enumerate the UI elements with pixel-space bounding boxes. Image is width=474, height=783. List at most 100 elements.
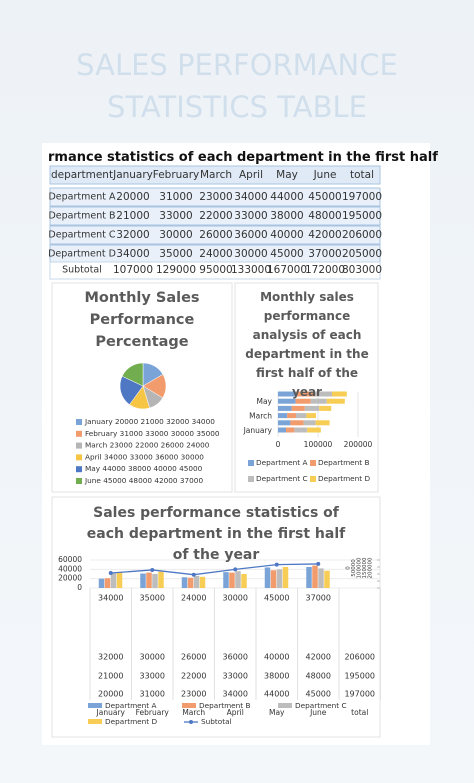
column: [187, 577, 194, 588]
table-cell: 35000: [159, 248, 192, 260]
bar-segment: [296, 391, 316, 397]
x-tick-label: 200000: [344, 440, 373, 449]
table-cell: 195000: [342, 210, 382, 222]
data-table-cell: 34000: [223, 690, 248, 699]
subtotal-point: [233, 567, 238, 572]
column: [104, 578, 111, 588]
table-cell: 32000: [116, 229, 149, 241]
column: [264, 567, 271, 588]
legend-value: 30000: [181, 452, 205, 461]
table-cell: 129000: [156, 264, 196, 276]
legend-value: 33000: [130, 452, 154, 461]
table-cell: 44000: [270, 191, 303, 203]
legend-swatch: [278, 703, 292, 708]
data-table-cell: 38000: [264, 672, 289, 681]
legend-swatch: [310, 476, 316, 482]
column: [229, 572, 235, 588]
bar-segment: [291, 405, 305, 411]
legend-label: Department B: [199, 701, 250, 710]
data-table-cell: 21000: [98, 672, 123, 681]
legend-swatch: [76, 466, 82, 473]
legend-value: 40000: [154, 464, 178, 473]
y-tick-label: 20000: [58, 574, 82, 583]
data-table-cell: 37000: [306, 594, 331, 603]
column: [270, 570, 277, 588]
x-tick-label: 0: [276, 440, 281, 449]
data-table-cell: 30000: [140, 653, 165, 662]
x-category-label: March: [182, 708, 205, 717]
column: [98, 578, 105, 588]
legend-value: 45000: [179, 464, 203, 473]
bar-segment: [287, 413, 296, 419]
bar-segment: [307, 427, 321, 433]
column: [324, 570, 330, 588]
data-table-cell: 42000: [306, 653, 331, 662]
bar-segment: [326, 398, 345, 404]
bar-segment: [306, 413, 316, 419]
column: [152, 574, 158, 588]
data-table-cell: 24000: [181, 594, 206, 603]
data-table-cell: 20000: [98, 690, 123, 699]
bar-segment: [290, 420, 304, 426]
bar-segment: [286, 427, 295, 433]
pie-slice: [121, 362, 144, 387]
legend-label: Department A: [256, 458, 307, 467]
legend-month: April: [85, 452, 102, 461]
data-table-cell: 206000: [344, 653, 375, 662]
table-cell: 31000: [159, 191, 192, 203]
data-table-cell: 30000: [223, 594, 248, 603]
legend-label: Department B: [318, 458, 369, 467]
data-table-cell: 22000: [181, 672, 206, 681]
combo-title: Sales performance statistics of each dep…: [86, 505, 346, 563]
table-cell: Department D: [48, 249, 116, 260]
pie-panel: [51, 282, 233, 493]
table-row-bg: [49, 225, 381, 245]
table-cell: 34000: [116, 248, 149, 260]
table-cell: 22000: [199, 210, 232, 222]
legend-value: 48000: [129, 476, 153, 485]
bar-segment: [332, 391, 347, 397]
table-cell: 803000: [342, 264, 382, 276]
legend-swatch: [76, 430, 82, 437]
data-table-cell: 31000: [140, 690, 165, 699]
pie-title: Monthly Sales Performance Percentage: [84, 290, 200, 350]
table-cell: 20000: [116, 191, 149, 203]
legend-value: 42000: [154, 476, 178, 485]
x-category-label: January: [96, 708, 126, 717]
data-table-cell: 40000: [264, 653, 289, 662]
pie-legend-entry: April 34000 33000 36000 30000: [85, 452, 204, 461]
bar-segment: [304, 405, 320, 411]
bar-segment: [294, 427, 308, 433]
subtotal-point: [108, 571, 113, 576]
legend-swatch: [88, 719, 102, 724]
legend-label: Department C: [295, 701, 347, 710]
data-table-cell: 197000: [344, 690, 375, 699]
y-tick-label: 40000: [58, 564, 82, 573]
data-table-cell: 26000: [181, 653, 206, 662]
x-category-label: June: [309, 708, 327, 717]
legend-value: 34000: [104, 452, 128, 461]
legend-swatch: [248, 460, 254, 466]
table-row-bg: [49, 206, 381, 226]
legend-value: 45000: [103, 476, 127, 485]
legend-value: 36000: [155, 452, 179, 461]
bar-segment: [295, 398, 311, 404]
legend-value: 38000: [128, 464, 152, 473]
table-header-bg: [49, 165, 381, 185]
legend-swatch: [76, 442, 82, 449]
x-category-label: May: [269, 708, 285, 717]
legend-swatch: [76, 454, 82, 461]
y2-tick-label: 200000: [368, 557, 374, 578]
legend-month: February: [85, 429, 118, 438]
table-cell: 172000: [305, 264, 345, 276]
bar-panel: [234, 282, 379, 493]
table-row-bg: [49, 261, 381, 280]
bar-segment: [310, 398, 327, 404]
legend-value: 30000: [171, 429, 195, 438]
legend-value: 34000: [192, 417, 216, 426]
data-table-cell: 44000: [264, 690, 289, 699]
data-table-cell: 36000: [223, 653, 248, 662]
data-table-cell: 45000: [306, 690, 331, 699]
bar-segment: [278, 427, 286, 433]
column: [241, 574, 247, 588]
